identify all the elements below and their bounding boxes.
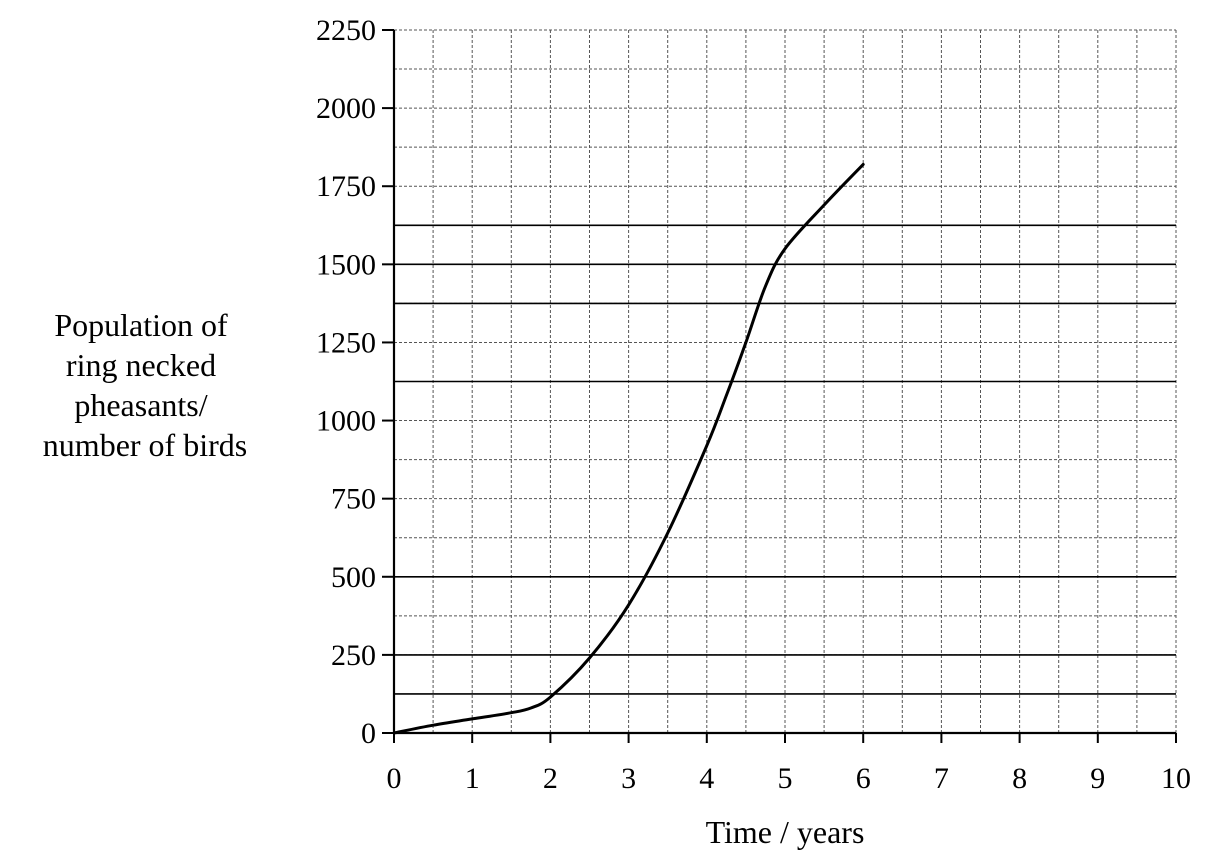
series [392, 162, 865, 735]
y-axis-title-line: number of birds [43, 427, 247, 463]
y-axis-title-line: Population of [54, 307, 228, 343]
x-tick-label: 4 [699, 762, 714, 795]
y-tick-label: 500 [331, 561, 376, 594]
grid [394, 29, 1177, 733]
y-axis-title-line: ring necked [66, 347, 216, 383]
x-tick-label: 10 [1161, 762, 1191, 795]
x-tick-label: 9 [1090, 762, 1105, 795]
x-tick-label: 2 [543, 762, 558, 795]
x-tick-label: 1 [465, 762, 480, 795]
series-line [392, 162, 865, 735]
y-axis-title-line: pheasants/ [74, 387, 207, 423]
x-tick-label: 5 [778, 762, 793, 795]
y-tick-label: 750 [331, 483, 376, 516]
x-tick-label: 3 [621, 762, 636, 795]
y-tick-labels: 0 250 500 750 1000 1250 1500 1750 2000 2250 [316, 14, 376, 750]
y-tick-label: 2000 [316, 92, 376, 125]
y-tick-label: 0 [361, 717, 376, 750]
x-tick-label: 7 [934, 762, 949, 795]
x-tick-label: 8 [1012, 762, 1027, 795]
x-tick-labels: 0 1 2 3 4 5 6 7 8 9 10 [387, 762, 1192, 795]
axes [382, 29, 1177, 743]
y-tick-label: 2250 [316, 14, 376, 47]
x-axis-title: Time / years [706, 814, 865, 850]
y-tick-label: 1500 [316, 248, 376, 281]
y-tick-label: 1750 [316, 170, 376, 203]
y-tick-label: 250 [331, 639, 376, 672]
y-tick-label: 1000 [316, 405, 376, 438]
x-tick-label: 6 [856, 762, 871, 795]
y-axis-title: Population of ring necked pheasants/ num… [43, 307, 247, 463]
x-tick-label: 0 [387, 762, 402, 795]
y-tick-label: 1250 [316, 326, 376, 359]
